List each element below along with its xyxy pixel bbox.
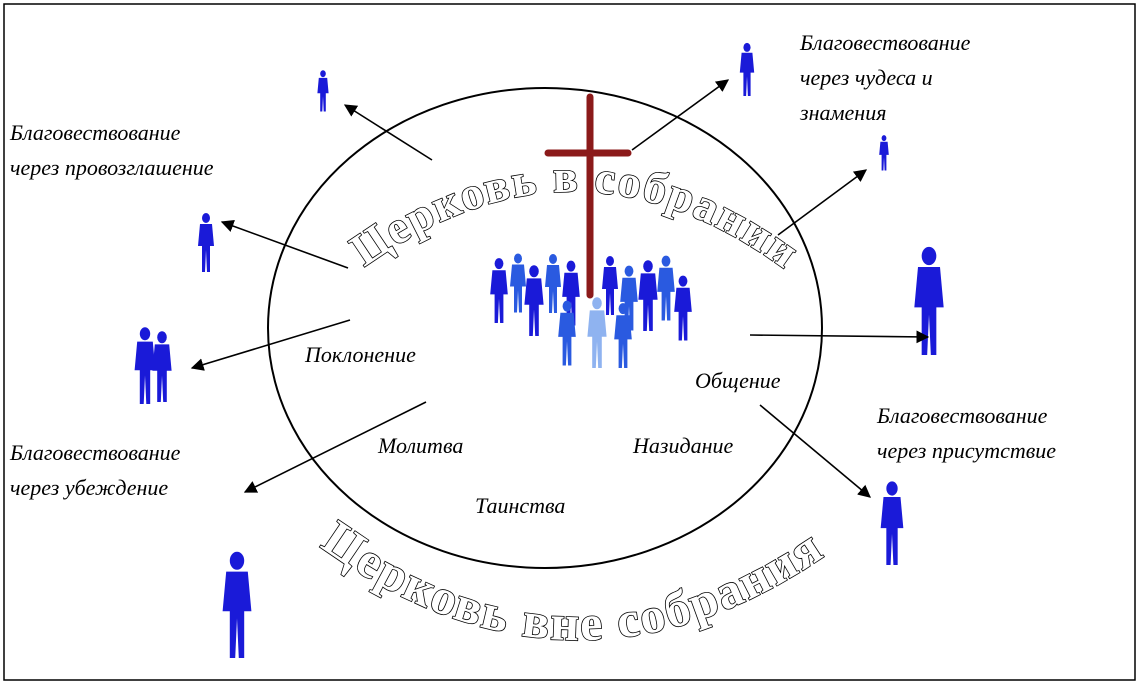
outer-label: через чудеса и bbox=[800, 65, 933, 90]
inner-word: Назидание bbox=[632, 433, 734, 458]
outer-label: знамения bbox=[799, 100, 886, 125]
inner-arc-text: Церковь в собрании bbox=[341, 151, 810, 279]
outer-label: Благовествование bbox=[799, 30, 971, 55]
outer-label: через присутствие bbox=[877, 438, 1056, 463]
outer-label: Благовествование bbox=[876, 403, 1048, 428]
outer-label: через убеждение bbox=[10, 475, 168, 500]
inner-word: Молитва bbox=[377, 433, 463, 458]
inner-word: Поклонение bbox=[304, 342, 416, 367]
inner-word: Общение bbox=[695, 368, 781, 393]
outer-label: через провозглашение bbox=[10, 155, 214, 180]
outer-arc-title: Церковь вне собрания bbox=[313, 509, 833, 651]
outer-arc-text: Церковь вне собрания bbox=[313, 509, 833, 651]
outer-label: Благовествование bbox=[9, 440, 181, 465]
outer-label: Благовествование bbox=[9, 120, 181, 145]
inner-word: Таинства bbox=[475, 493, 565, 518]
inner-arc-title: Церковь в собрании bbox=[341, 151, 810, 279]
diagram: Церковь в собрании Церковь вне собрания … bbox=[0, 0, 1140, 684]
